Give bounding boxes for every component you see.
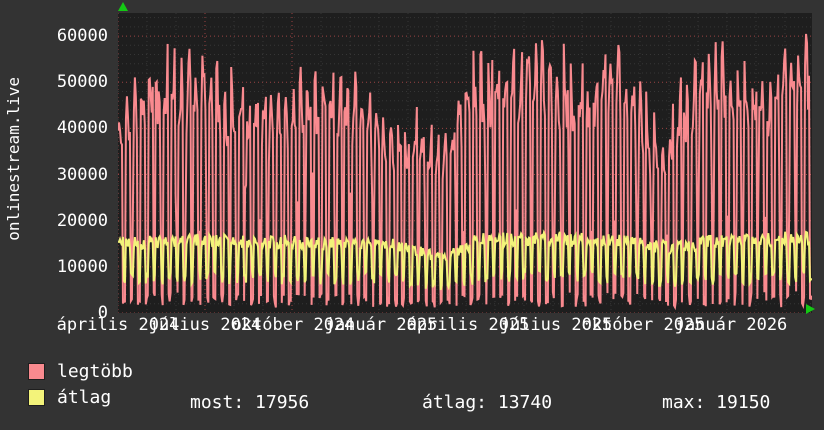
stat-most: most: 17956 bbox=[190, 392, 310, 413]
x-tick-label: január 2025 bbox=[324, 315, 438, 335]
stats-row: most: 17956 átlag: 13740 max: 19150 bbox=[190, 392, 810, 418]
legend-label-atlag: átlag bbox=[57, 386, 112, 408]
stat-max: max: 19150 bbox=[662, 392, 771, 413]
y-tick-label: 30000 bbox=[56, 164, 108, 185]
x-axis-tick-labels: április 2024 július 2024 október 2024 januá… bbox=[0, 315, 824, 341]
x-tick-label: október 2024 bbox=[231, 315, 355, 335]
legend-label-legtobb: legtöbb bbox=[57, 360, 133, 382]
green-triangle-right-icon bbox=[806, 304, 815, 314]
y-axis-title-label: onlinestream.live bbox=[3, 77, 23, 241]
stat-atlag: átlag: 13740 bbox=[422, 392, 553, 413]
plot-area bbox=[118, 13, 812, 313]
plot-svg bbox=[118, 13, 812, 313]
y-axis-title: onlinestream.live bbox=[0, 0, 26, 318]
legend-swatch-atlag bbox=[28, 388, 45, 406]
x-tick-label: január 2026 bbox=[674, 315, 788, 335]
legend-swatch-legtobb bbox=[28, 362, 45, 380]
y-tick-label: 10000 bbox=[56, 256, 108, 277]
x-tick-label: április 2025 bbox=[406, 315, 530, 335]
chart-legend: legtöbb átlag bbox=[28, 358, 328, 410]
y-tick-label: 60000 bbox=[56, 26, 108, 47]
x-tick-label: október 2025 bbox=[581, 315, 705, 335]
x-tick-label: július 2025 bbox=[499, 315, 613, 335]
y-axis-tick-labels: 0 10000 20000 30000 40000 50000 60000 bbox=[26, 0, 114, 323]
y-tick-label: 20000 bbox=[56, 210, 108, 231]
green-triangle-up-icon bbox=[118, 2, 128, 11]
y-tick-label: 50000 bbox=[56, 72, 108, 93]
x-tick-label: július 2024 bbox=[148, 315, 262, 335]
y-tick-label: 40000 bbox=[56, 118, 108, 139]
x-tick-label: április 2024 bbox=[56, 315, 180, 335]
legend-item-atlag[interactable]: átlag bbox=[28, 384, 328, 410]
legend-item-legtobb[interactable]: legtöbb bbox=[28, 358, 328, 384]
y-tick-label: 0 bbox=[97, 303, 108, 323]
